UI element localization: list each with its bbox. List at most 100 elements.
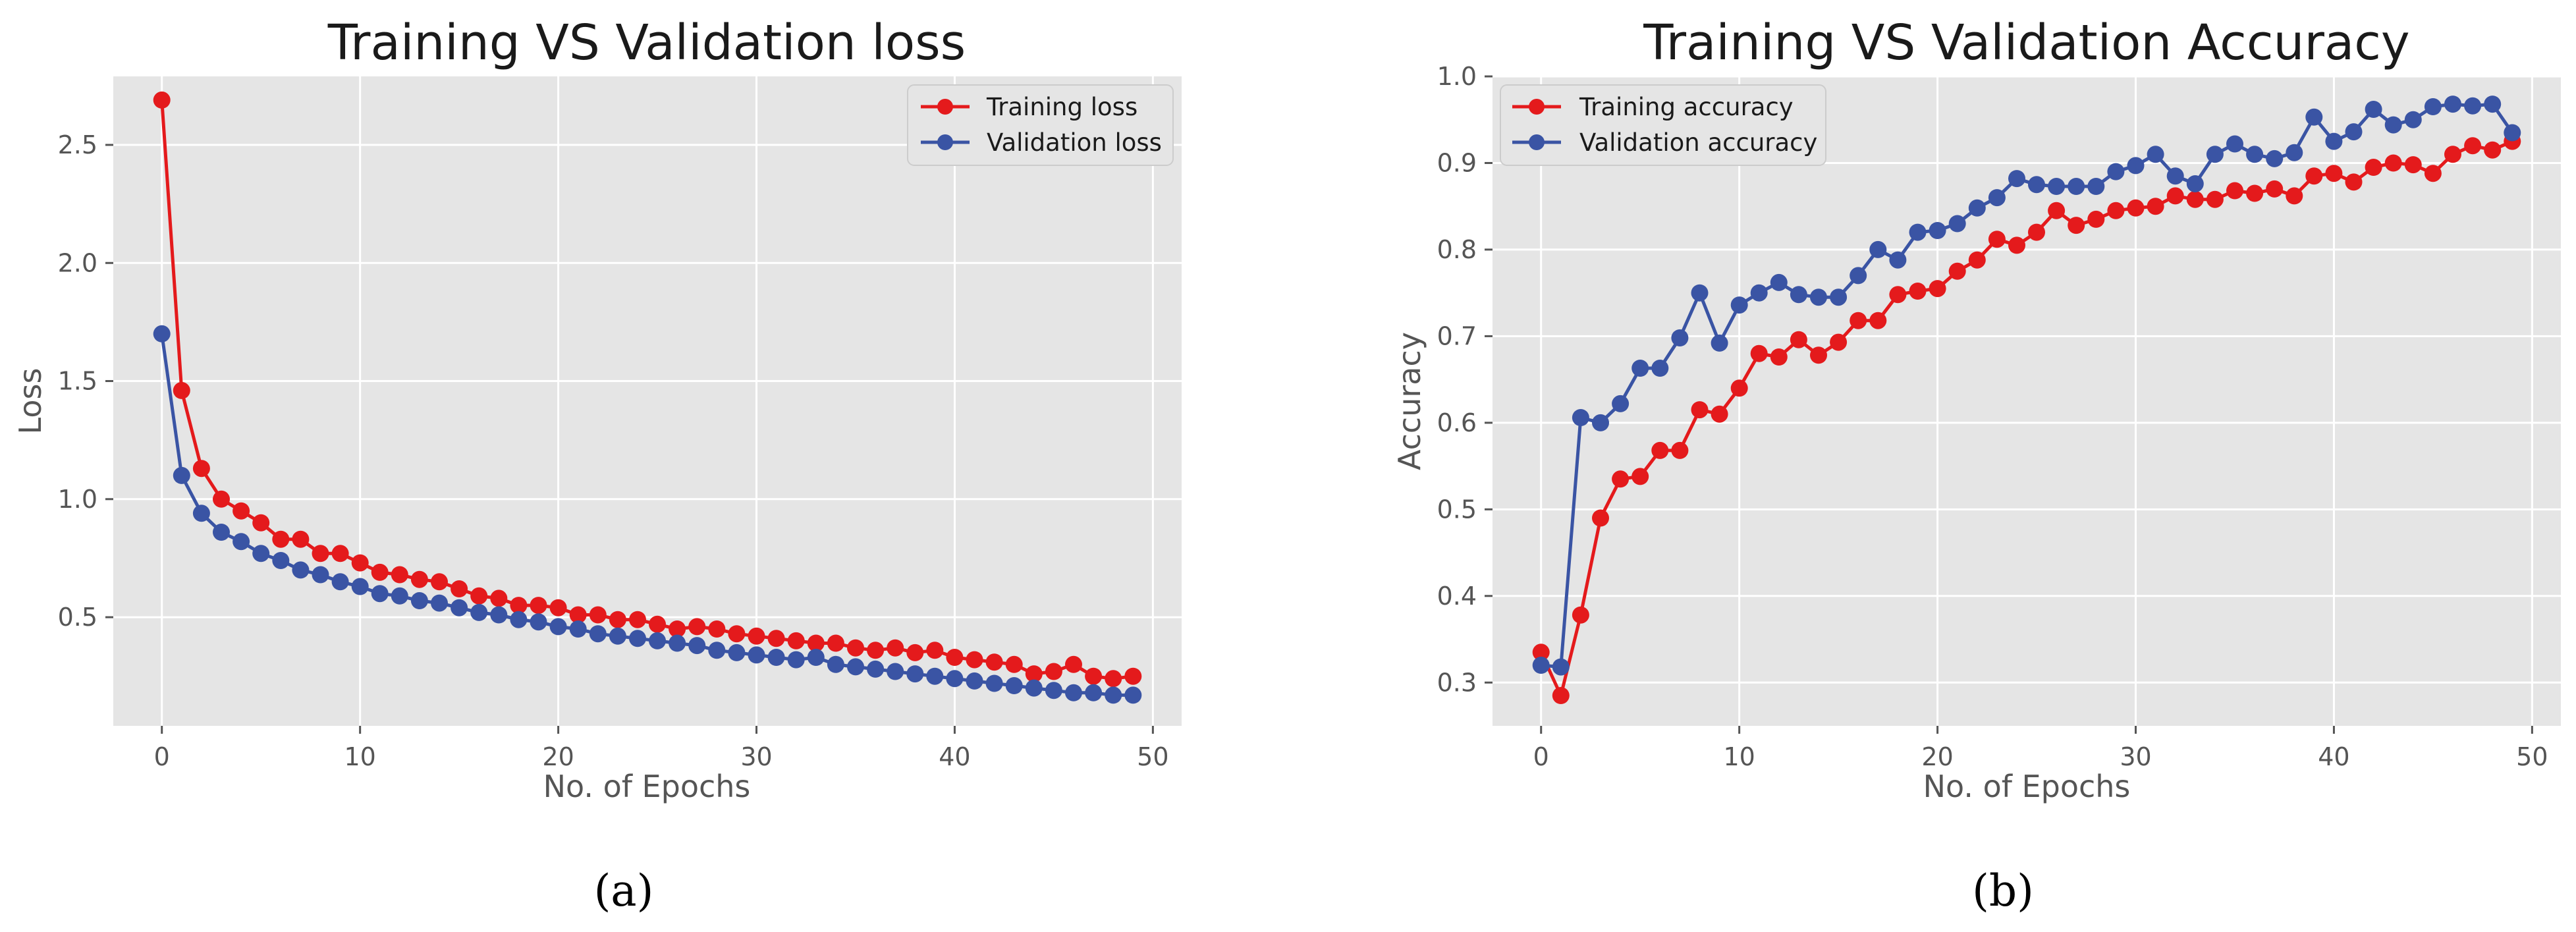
accuracy-training-point-39 (2305, 167, 2323, 185)
loss-training-point-45 (1045, 663, 1062, 680)
accuracy-y-tick-label: 0.8 (1437, 235, 1477, 264)
loss-validation-point-47 (1085, 684, 1103, 701)
accuracy-training-point-44 (2404, 156, 2422, 174)
loss-training-point-3 (213, 490, 230, 508)
accuracy-validation-point-36 (2246, 146, 2264, 163)
loss-validation-point-43 (1005, 677, 1023, 694)
loss-validation-point-14 (431, 594, 448, 612)
loss-validation-point-12 (391, 587, 408, 605)
loss-validation-point-19 (530, 613, 547, 631)
accuracy-x-tick-label: 40 (2318, 742, 2349, 771)
accuracy-training-point-12 (1770, 348, 1788, 366)
loss-training-point-11 (371, 563, 389, 581)
accuracy-validation-point-45 (2424, 98, 2442, 115)
accuracy-validation-point-49 (2504, 124, 2521, 142)
accuracy-y-tick-label: 0.4 (1437, 582, 1477, 611)
accuracy-validation-point-33 (2186, 175, 2204, 192)
accuracy-y-tick-label: 0.7 (1437, 321, 1477, 350)
loss-training-point-14 (431, 573, 448, 591)
accuracy-training-point-33 (2186, 190, 2204, 208)
accuracy-legend: Training accuracy Validation accuracy (1500, 84, 1826, 166)
accuracy-y-tick-label: 0.5 (1437, 495, 1477, 524)
accuracy-training-point-24 (2008, 236, 2025, 254)
accuracy-y-axis-label: Accuracy (1392, 332, 1427, 470)
loss-training-point-4 (233, 502, 250, 520)
loss-training-point-30 (748, 627, 765, 645)
loss-validation-point-0 (153, 325, 171, 343)
loss-training-point-13 (410, 570, 428, 588)
loss-validation-point-29 (728, 644, 746, 661)
accuracy-validation-point-18 (1889, 251, 1907, 269)
loss-validation-point-24 (629, 630, 646, 647)
accuracy-training-point-3 (1592, 509, 1609, 527)
accuracy-validation-point-46 (2444, 96, 2461, 113)
loss-grid (113, 76, 1182, 726)
accuracy-training-point-26 (2048, 202, 2066, 219)
loss-training-point-31 (767, 630, 785, 647)
accuracy-y-tick-label: 0.9 (1437, 148, 1477, 177)
accuracy-training-point-25 (2028, 223, 2045, 241)
loss-y-axis-label: Loss (13, 368, 48, 435)
accuracy-x-axis-label: No. of Epochs (1923, 769, 2131, 804)
loss-training-point-42 (985, 653, 1003, 671)
accuracy-training-point-11 (1750, 344, 1768, 362)
loss-legend-training-marker (937, 99, 953, 115)
accuracy-chart-title: Training VS Validation Accuracy (1643, 14, 2409, 71)
accuracy-training-point-41 (2345, 173, 2363, 191)
loss-training-point-0 (153, 91, 171, 109)
accuracy-validation-point-48 (2484, 96, 2502, 113)
accuracy-x-tick-label: 20 (1921, 742, 1953, 771)
accuracy-training-point-32 (2166, 187, 2184, 205)
loss-validation-point-38 (906, 665, 924, 683)
loss-training-point-41 (966, 651, 983, 669)
accuracy-training-point-34 (2206, 190, 2224, 208)
loss-caption: (a) (594, 865, 654, 916)
accuracy-validation-point-32 (2166, 167, 2184, 185)
loss-training-point-12 (391, 566, 408, 584)
accuracy-validation-point-24 (2008, 170, 2025, 188)
loss-legend-training-label: Training loss (986, 93, 1137, 121)
loss-x-tick-label: 0 (154, 742, 170, 771)
accuracy-validation-point-20 (1929, 222, 1946, 239)
loss-y-tick-label: 2.0 (58, 248, 97, 277)
accuracy-validation-point-2 (1572, 409, 1589, 426)
loss-validation-point-45 (1045, 682, 1062, 699)
loss-validation-point-48 (1105, 686, 1122, 704)
accuracy-y-tick-label: 1.0 (1437, 62, 1477, 91)
accuracy-training-point-19 (1909, 283, 1927, 300)
loss-validation-point-23 (609, 627, 626, 645)
loss-training-point-49 (1124, 667, 1142, 685)
accuracy-validation-point-23 (1988, 189, 2006, 207)
accuracy-training-point-29 (2107, 202, 2125, 219)
loss-validation-point-20 (549, 618, 567, 636)
loss-validation-point-31 (767, 649, 785, 666)
loss-training-point-9 (331, 545, 349, 562)
accuracy-x-ticks: 0 10 20 30 40 50 (1533, 726, 2548, 771)
loss-training-point-28 (708, 620, 726, 638)
loss-validation-point-6 (272, 552, 290, 569)
loss-validation-point-4 (233, 533, 250, 551)
loss-validation-point-16 (470, 603, 488, 621)
loss-training-point-34 (827, 634, 844, 652)
accuracy-training-point-17 (1869, 312, 1887, 329)
loss-training-point-5 (252, 514, 270, 532)
loss-validation-point-42 (985, 674, 1003, 692)
accuracy-validation-point-42 (2365, 101, 2382, 118)
accuracy-validation-point-29 (2107, 163, 2125, 180)
loss-legend: Training loss Validation loss (907, 84, 1174, 166)
accuracy-training-point-40 (2325, 165, 2343, 182)
accuracy-training-point-48 (2484, 141, 2502, 159)
loss-x-tick-label: 30 (740, 742, 772, 771)
loss-training-point-2 (192, 460, 210, 478)
accuracy-training-point-9 (1711, 405, 1728, 423)
loss-training-point-36 (867, 642, 885, 659)
accuracy-legend-box (1500, 84, 1826, 166)
loss-training-point-47 (1085, 667, 1103, 685)
accuracy-validation-point-4 (1612, 395, 1630, 412)
loss-training-point-19 (530, 597, 547, 615)
loss-validation-point-21 (569, 620, 587, 638)
loss-training-point-7 (292, 530, 310, 548)
loss-training-point-1 (173, 381, 190, 399)
loss-validation-point-37 (887, 663, 904, 680)
accuracy-validation-point-44 (2404, 111, 2422, 128)
